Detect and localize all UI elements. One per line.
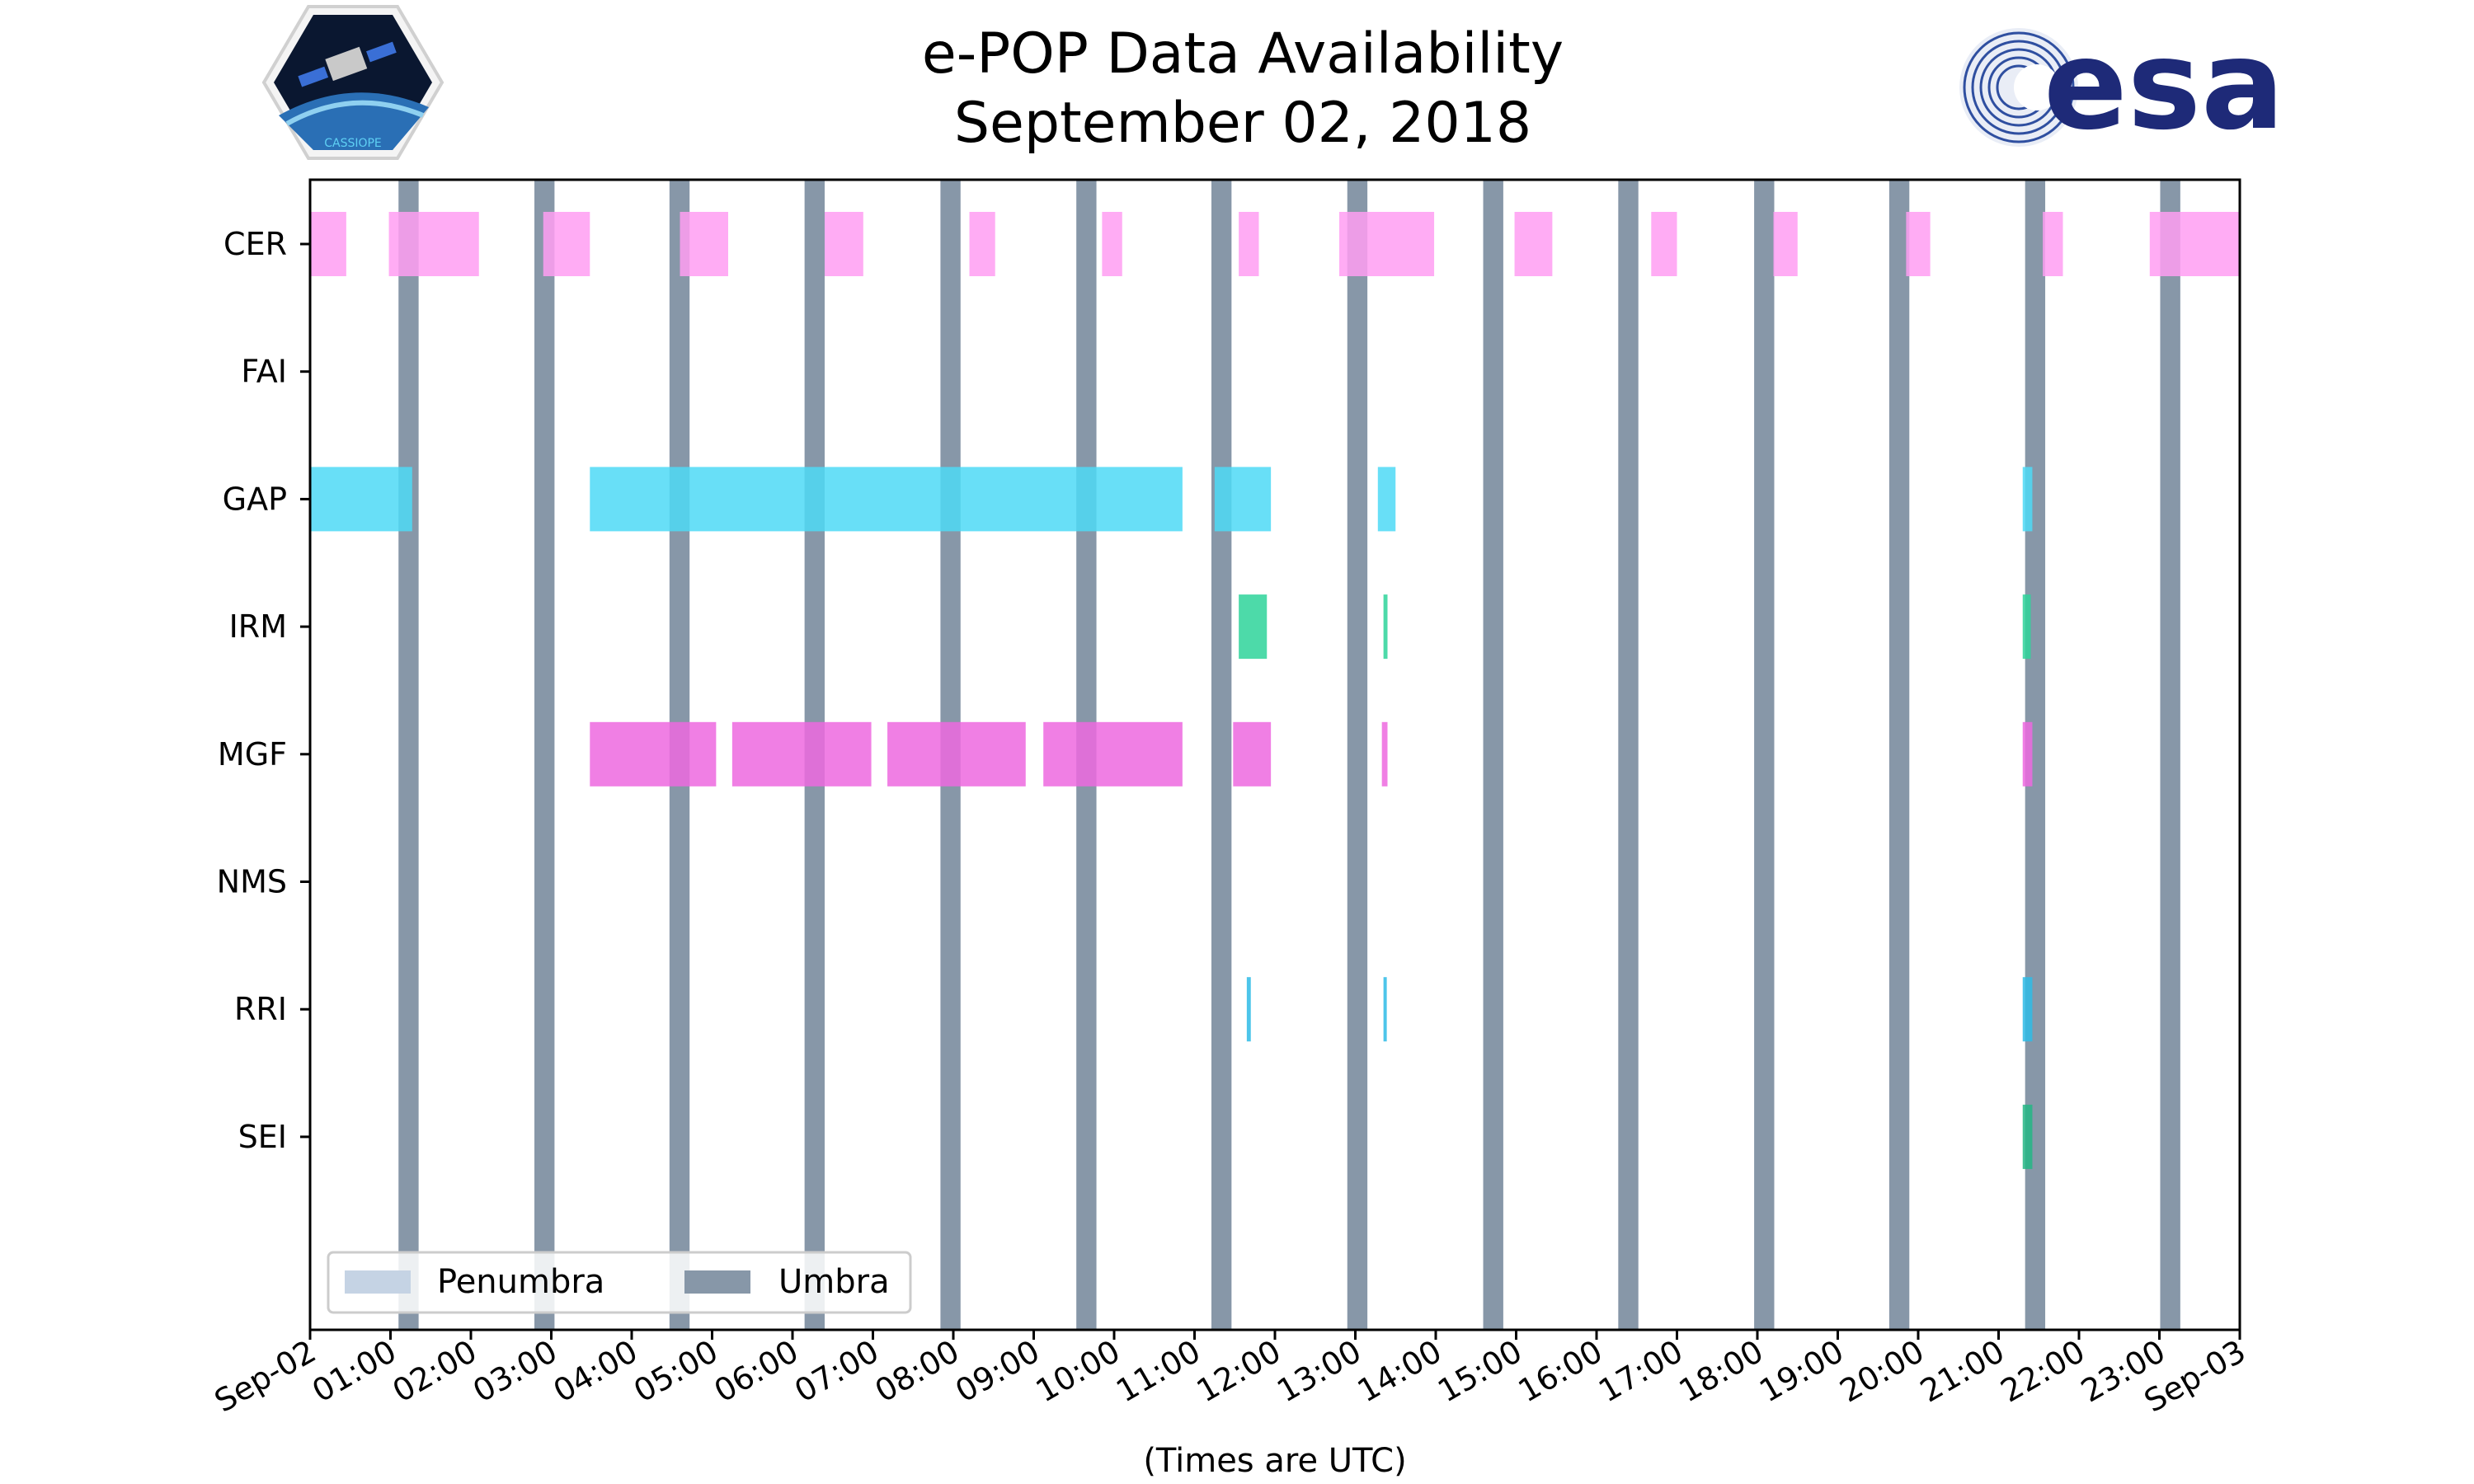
bar-cer-8 bbox=[1339, 212, 1435, 276]
esa-logo-text: esa bbox=[2044, 14, 2284, 157]
x-tick-label-20: 20:00 bbox=[1834, 1333, 1931, 1410]
umbra-band-7 bbox=[1347, 180, 1368, 1330]
data-bars bbox=[310, 212, 2240, 1169]
bar-rri-2 bbox=[2022, 977, 2033, 1042]
y-tick-label-irm: IRM bbox=[229, 608, 287, 645]
x-tick-label-19: 19:00 bbox=[1753, 1333, 1850, 1410]
legend-umbra-swatch bbox=[684, 1270, 750, 1294]
bar-irm-0 bbox=[1239, 594, 1268, 660]
bar-mgf-3 bbox=[1043, 721, 1183, 787]
y-tick-label-gap: GAP bbox=[223, 481, 287, 517]
bar-cer-7 bbox=[1239, 212, 1259, 276]
umbra-band-0 bbox=[398, 180, 419, 1330]
bar-cer-1 bbox=[388, 212, 479, 276]
bar-cer-3 bbox=[680, 212, 728, 276]
y-tick-label-cer: CER bbox=[223, 226, 287, 262]
x-tick-label-4: 04:00 bbox=[548, 1333, 644, 1410]
y-tick-label-fai: FAI bbox=[241, 354, 287, 390]
bar-gap-2 bbox=[1214, 467, 1272, 532]
bar-cer-5 bbox=[969, 212, 995, 276]
legend-frame bbox=[327, 1251, 912, 1314]
legend-penumbra-swatch bbox=[345, 1270, 411, 1294]
x-axis: Sep-0201:0002:0003:0004:0005:0006:0007:0… bbox=[209, 1330, 2252, 1420]
bar-cer-0 bbox=[310, 212, 346, 276]
cassiope-logo-text: CASSIOPE bbox=[324, 137, 382, 150]
cassiope-logo: CASSIOPE bbox=[261, 5, 444, 160]
umbra-band-8 bbox=[1483, 180, 1503, 1330]
bar-rri-1 bbox=[1383, 977, 1387, 1042]
x-tick-label-12: 12:00 bbox=[1191, 1333, 1287, 1410]
bar-mgf-5 bbox=[1381, 721, 1388, 787]
x-tick-label-18: 18:00 bbox=[1673, 1333, 1770, 1410]
x-tick-label-2: 02:00 bbox=[387, 1333, 483, 1410]
y-tick-label-sei: SEI bbox=[238, 1119, 287, 1155]
x-tick-label-7: 07:00 bbox=[788, 1333, 885, 1410]
bar-cer-6 bbox=[1102, 212, 1122, 276]
bar-gap-0 bbox=[310, 467, 412, 532]
bar-cer-2 bbox=[543, 212, 590, 276]
x-tick-label-1: 01:00 bbox=[306, 1333, 402, 1410]
umbra-band-10 bbox=[1754, 180, 1775, 1330]
x-tick-label-3: 03:00 bbox=[467, 1333, 563, 1410]
x-tick-label-6: 06:00 bbox=[708, 1333, 805, 1410]
x-tick-label-21: 21:00 bbox=[1914, 1333, 2011, 1410]
bar-gap-3 bbox=[1377, 467, 1396, 532]
x-tick-label-8: 08:00 bbox=[869, 1333, 966, 1410]
chart-title-line2: September 02, 2018 bbox=[954, 91, 1531, 156]
bar-gap-1 bbox=[590, 467, 1183, 532]
x-tick-label-16: 16:00 bbox=[1512, 1333, 1609, 1410]
bar-cer-10 bbox=[1651, 212, 1677, 276]
bar-cer-14 bbox=[2149, 212, 2240, 276]
bar-mgf-1 bbox=[731, 721, 872, 787]
bar-cer-12 bbox=[1906, 212, 1931, 276]
umbra-band-13 bbox=[2160, 180, 2180, 1330]
bar-mgf-6 bbox=[2022, 721, 2033, 787]
legend: Penumbra Umbra bbox=[327, 1251, 912, 1314]
bar-irm-1 bbox=[1383, 594, 1388, 660]
esa-logo: esa bbox=[1959, 14, 2284, 157]
x-tick-label-0: Sep-02 bbox=[209, 1333, 322, 1420]
bar-cer-4 bbox=[825, 212, 863, 276]
x-tick-label-10: 10:00 bbox=[1030, 1333, 1126, 1410]
x-tick-label-13: 13:00 bbox=[1271, 1333, 1367, 1410]
bar-irm-2 bbox=[2022, 594, 2031, 660]
y-tick-label-rri: RRI bbox=[234, 991, 287, 1027]
x-tick-label-11: 11:00 bbox=[1110, 1333, 1206, 1410]
x-tick-label-9: 09:00 bbox=[949, 1333, 1046, 1410]
legend-penumbra-label: Penumbra bbox=[437, 1263, 604, 1301]
bar-cer-11 bbox=[1773, 212, 1798, 276]
bar-cer-9 bbox=[1514, 212, 1553, 276]
x-tick-label-17: 17:00 bbox=[1592, 1333, 1689, 1410]
umbra-band-9 bbox=[1618, 180, 1639, 1330]
bar-sei-0 bbox=[2022, 1104, 2033, 1169]
x-axis-label: (Times are UTC) bbox=[1143, 1442, 1406, 1480]
x-tick-label-5: 05:00 bbox=[628, 1333, 724, 1410]
bar-gap-4 bbox=[2022, 467, 2033, 532]
bar-rri-0 bbox=[1246, 977, 1251, 1042]
umbra-band-6 bbox=[1211, 180, 1232, 1330]
y-axis: CER FAI GAP IRM MGF NMS RRI SEI bbox=[217, 226, 310, 1155]
x-tick-label-15: 15:00 bbox=[1432, 1333, 1528, 1410]
bar-mgf-0 bbox=[590, 721, 717, 787]
bar-mgf-4 bbox=[1233, 721, 1272, 787]
bar-mgf-2 bbox=[887, 721, 1026, 787]
y-tick-label-mgf: MGF bbox=[218, 736, 287, 773]
bar-cer-13 bbox=[2043, 212, 2063, 276]
umbra-band-1 bbox=[534, 180, 555, 1330]
x-tick-label-22: 22:00 bbox=[1995, 1333, 2091, 1410]
x-tick-label-14: 14:00 bbox=[1352, 1333, 1448, 1410]
y-tick-label-nms: NMS bbox=[217, 864, 287, 900]
chart-title-line1: e-POP Data Availability bbox=[922, 21, 1564, 87]
legend-umbra-label: Umbra bbox=[778, 1263, 890, 1301]
umbra-band-11 bbox=[1888, 180, 1910, 1330]
